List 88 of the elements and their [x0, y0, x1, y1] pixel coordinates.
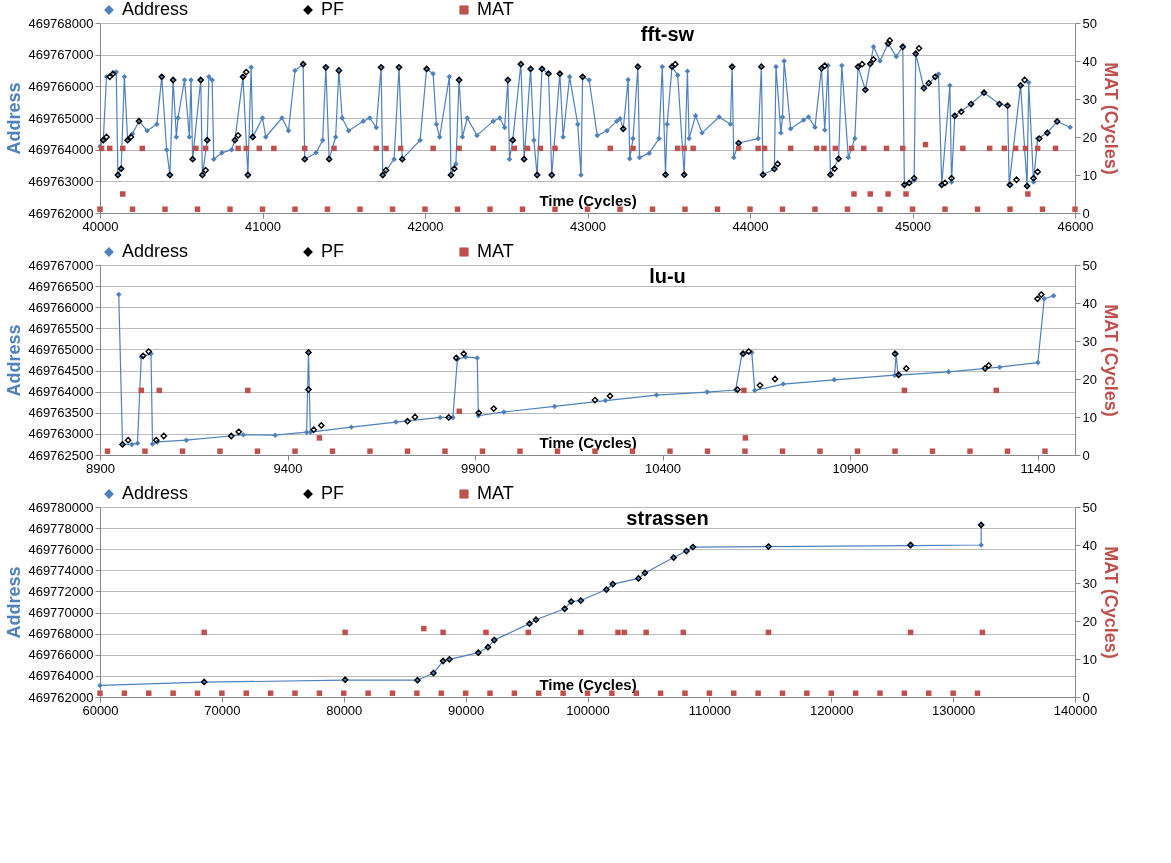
- y-tick-label: 469762000: [28, 689, 94, 705]
- y2-axis-title: MAT (Cycles): [1100, 62, 1121, 175]
- x-tick-label: 44000: [732, 218, 769, 234]
- y-axis-title: Address: [4, 324, 25, 397]
- y-tick-label: 469770000: [28, 605, 94, 621]
- x-tick-label: 90000: [448, 702, 485, 718]
- y-tick-label: 469776000: [28, 541, 94, 557]
- x-tick-label: 45000: [894, 218, 932, 234]
- x-tick-label: 8900: [86, 460, 115, 476]
- x-tick-label: 43000: [569, 218, 607, 234]
- y2-axis-title: MAT (Cycles): [1100, 304, 1121, 417]
- y2-tick-label: 50: [1082, 15, 1097, 31]
- y2-tick-label: 20: [1082, 613, 1097, 629]
- legend-label: PF: [321, 0, 345, 19]
- y-tick-label: 469768000: [28, 626, 94, 642]
- y2-tick-label: 50: [1082, 499, 1097, 515]
- x-tick-label: 40000: [82, 218, 119, 234]
- x-tick-label: 9400: [273, 460, 303, 476]
- x-tick-label: 100000: [566, 702, 610, 718]
- y-tick-label: 469768000: [28, 15, 94, 31]
- y-tick-label: 469766000: [28, 299, 94, 315]
- y-tick-label: 469763000: [28, 426, 94, 442]
- x-tick-label: 46000: [1057, 218, 1094, 234]
- y-tick-label: 469765000: [28, 341, 94, 357]
- y2-axis-title: MAT (Cycles): [1100, 546, 1121, 659]
- y-tick-label: 469767000: [28, 47, 94, 63]
- chart-title: strassen: [626, 507, 709, 529]
- y-tick-label: 469767000: [28, 257, 94, 273]
- x-axis-title: Time (Cycles): [539, 675, 637, 693]
- y2-tick-label: 30: [1082, 333, 1097, 349]
- y-tick-label: 469766000: [28, 78, 94, 94]
- y2-tick-label: 10: [1082, 651, 1097, 667]
- y-axis-title: Address: [4, 82, 25, 155]
- x-tick-label: 11400: [1020, 460, 1056, 476]
- legend-label: PF: [321, 241, 345, 261]
- x-tick-label: 10400: [644, 460, 682, 476]
- chart-title: fft-sw: [640, 23, 695, 45]
- y-tick-label: 469766000: [28, 647, 94, 663]
- legend-label: Address: [122, 483, 189, 503]
- y-tick-label: 469766500: [28, 278, 94, 294]
- y2-tick-label: 0: [1082, 689, 1090, 705]
- y2-tick-label: 40: [1082, 537, 1097, 553]
- x-tick-label: 80000: [326, 702, 363, 718]
- y-tick-label: 469764000: [28, 668, 94, 684]
- y2-tick-label: 20: [1082, 129, 1097, 145]
- x-tick-label: 120000: [810, 702, 854, 718]
- x-tick-label: 41000: [244, 218, 282, 234]
- y-tick-label: 469762500: [28, 447, 94, 463]
- x-axis-title: Time (Cycles): [539, 191, 637, 209]
- x-tick-label: 110000: [688, 702, 732, 718]
- y2-tick-label: 50: [1082, 257, 1097, 273]
- y2-tick-label: 0: [1082, 447, 1090, 463]
- x-axis-title: Time (Cycles): [539, 433, 637, 451]
- legend-label: MAT: [477, 241, 514, 261]
- y-tick-label: 469764000: [28, 142, 94, 158]
- y-tick-label: 469762000: [28, 205, 94, 221]
- y-tick-label: 469774000: [28, 562, 94, 578]
- y2-tick-label: 40: [1082, 295, 1097, 311]
- y2-tick-label: 30: [1082, 575, 1097, 591]
- x-tick-label: 9900: [461, 460, 490, 476]
- y-tick-label: 469764000: [28, 384, 94, 400]
- y-tick-label: 469765500: [28, 320, 94, 336]
- legend-label: MAT: [477, 0, 514, 19]
- legend-label: Address: [122, 0, 189, 19]
- x-tick-label: 60000: [82, 702, 119, 718]
- x-tick-label: 140000: [1053, 702, 1098, 718]
- y-axis-title: Address: [4, 566, 25, 639]
- x-tick-label: 70000: [204, 702, 241, 718]
- legend-label: Address: [122, 241, 189, 261]
- y2-tick-label: 30: [1082, 91, 1097, 107]
- y2-tick-label: 10: [1082, 167, 1097, 183]
- y-tick-label: 469778000: [28, 520, 94, 536]
- x-tick-label: 10900: [832, 460, 869, 476]
- y2-tick-label: 20: [1082, 371, 1097, 387]
- x-tick-label: 130000: [931, 702, 976, 718]
- y-tick-label: 469763000: [28, 173, 94, 189]
- y-tick-label: 469772000: [28, 583, 94, 599]
- y-tick-label: 469765000: [28, 110, 94, 126]
- y-tick-label: 469763500: [28, 405, 94, 421]
- legend-label: PF: [321, 483, 345, 503]
- y-tick-label: 469780000: [28, 499, 94, 515]
- legend-label: MAT: [477, 483, 514, 503]
- y2-tick-label: 40: [1082, 53, 1097, 69]
- y-tick-label: 469764500: [28, 363, 94, 379]
- y2-tick-label: 10: [1082, 409, 1097, 425]
- chart-title: lu-u: [649, 265, 686, 287]
- x-tick-label: 42000: [407, 218, 444, 234]
- y2-tick-label: 0: [1082, 205, 1090, 221]
